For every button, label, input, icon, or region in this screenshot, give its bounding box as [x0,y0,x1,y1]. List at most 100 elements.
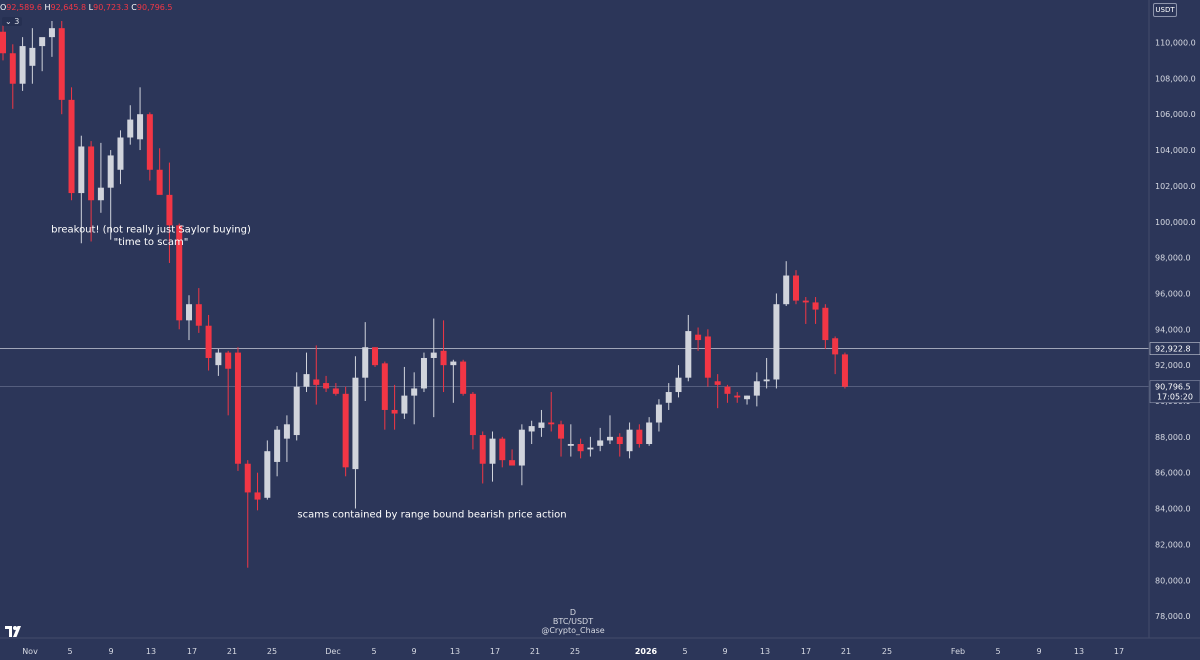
candle-body [284,424,290,438]
candle-body [323,383,329,388]
time-tick-label: 2026 [635,647,658,656]
price-tick-label: 86,000.0 [1155,469,1191,478]
candle [538,410,544,437]
candle [49,21,55,57]
candle [284,415,290,462]
candle-body [117,138,123,170]
candle-body [274,430,280,462]
candle-body [685,331,691,378]
candle [147,112,153,180]
candle [343,387,349,477]
annotation-text: "time to scam" [114,237,189,248]
tradingview-logo-icon[interactable] [5,623,23,642]
candle [666,383,672,410]
time-tick-label: 9 [108,647,113,656]
candle [421,353,427,392]
candle [842,353,848,389]
candle-body [20,46,26,84]
candles [0,21,848,568]
indicators-toggle[interactable]: ⌄ 3 [2,17,22,26]
candle-body [39,37,45,46]
candle [822,304,828,349]
candle-body [676,378,682,392]
candle-body [255,492,261,499]
annotation-text: breakout! (not really just Saylor buying… [51,225,251,236]
candle-body [392,410,398,414]
candle [803,297,809,324]
candle [568,424,574,456]
candle [206,315,212,371]
candle [490,431,496,481]
candle [362,322,368,401]
candle-body [607,437,613,441]
candle [676,365,682,397]
candle [724,385,730,403]
candle-body [470,394,476,435]
candle-body [88,146,94,200]
candle [255,473,261,511]
candle [59,21,65,114]
candle-body [362,347,368,377]
candle [519,424,525,485]
candle [245,460,251,568]
candle-body [499,439,505,461]
candle [392,385,398,430]
candle-body [519,430,525,466]
candle-body [98,188,104,201]
candle [656,399,662,431]
price-tick-label: 108,000.0 [1155,74,1196,83]
price-tick-label: 82,000.0 [1155,540,1191,549]
price-axis: 78,000.0 80,000.0 82,000.0 84,000.0 86,000.0… [1155,39,1196,622]
candle-body [793,276,799,301]
candle [137,87,143,150]
candle [352,356,358,508]
candle [333,383,339,396]
price-tick-label: 96,000.0 [1155,289,1191,298]
level-price-label: 92,922.8 [1155,345,1191,354]
candle [480,431,486,483]
time-tick-label: 21 [530,647,540,656]
candle [578,439,584,459]
candle-body [303,374,309,387]
candle [499,437,505,467]
candle [558,421,564,457]
high-value: 92,645.8 [50,3,86,12]
candle-body [656,405,662,423]
price-tick-label: 92,000.0 [1155,361,1191,370]
candle-body [69,100,75,193]
candle-body [490,439,496,464]
candle [323,376,329,392]
candle [117,130,123,184]
time-tick-label: 21 [841,647,851,656]
countdown-label: 17:05:20 [1157,393,1193,402]
candle [509,449,515,465]
candle [0,21,6,60]
candle [98,143,104,213]
candle-body [578,444,584,451]
candle-body [0,32,6,54]
candle-body [78,146,84,193]
candle [441,320,447,392]
candle [313,345,319,404]
ohlc-legend: O92,589.6 H92,645.8 L90,723.3 C90,796.5 [0,3,173,12]
candle-body [715,381,721,385]
candle-body [646,423,652,445]
time-tick-label: 9 [411,647,416,656]
candle-body [10,53,16,83]
symbol-watermark: D BTC/USDT @Crypto_Chase [473,608,673,635]
candle [705,329,711,386]
candle [39,37,45,71]
candle-body [441,351,447,365]
candle-body [695,335,701,340]
candle [186,295,192,340]
annotations: breakout! (not really just Saylor buying… [51,225,567,521]
candle-body [431,353,437,358]
time-tick-label: 17 [801,647,811,656]
candle-body [157,170,163,195]
currency-button[interactable]: USDT [1153,3,1177,17]
price-lines [0,349,1149,387]
candle-body [617,437,623,444]
time-tick-label: 25 [570,647,580,656]
price-tick-label: 80,000.0 [1155,576,1191,585]
